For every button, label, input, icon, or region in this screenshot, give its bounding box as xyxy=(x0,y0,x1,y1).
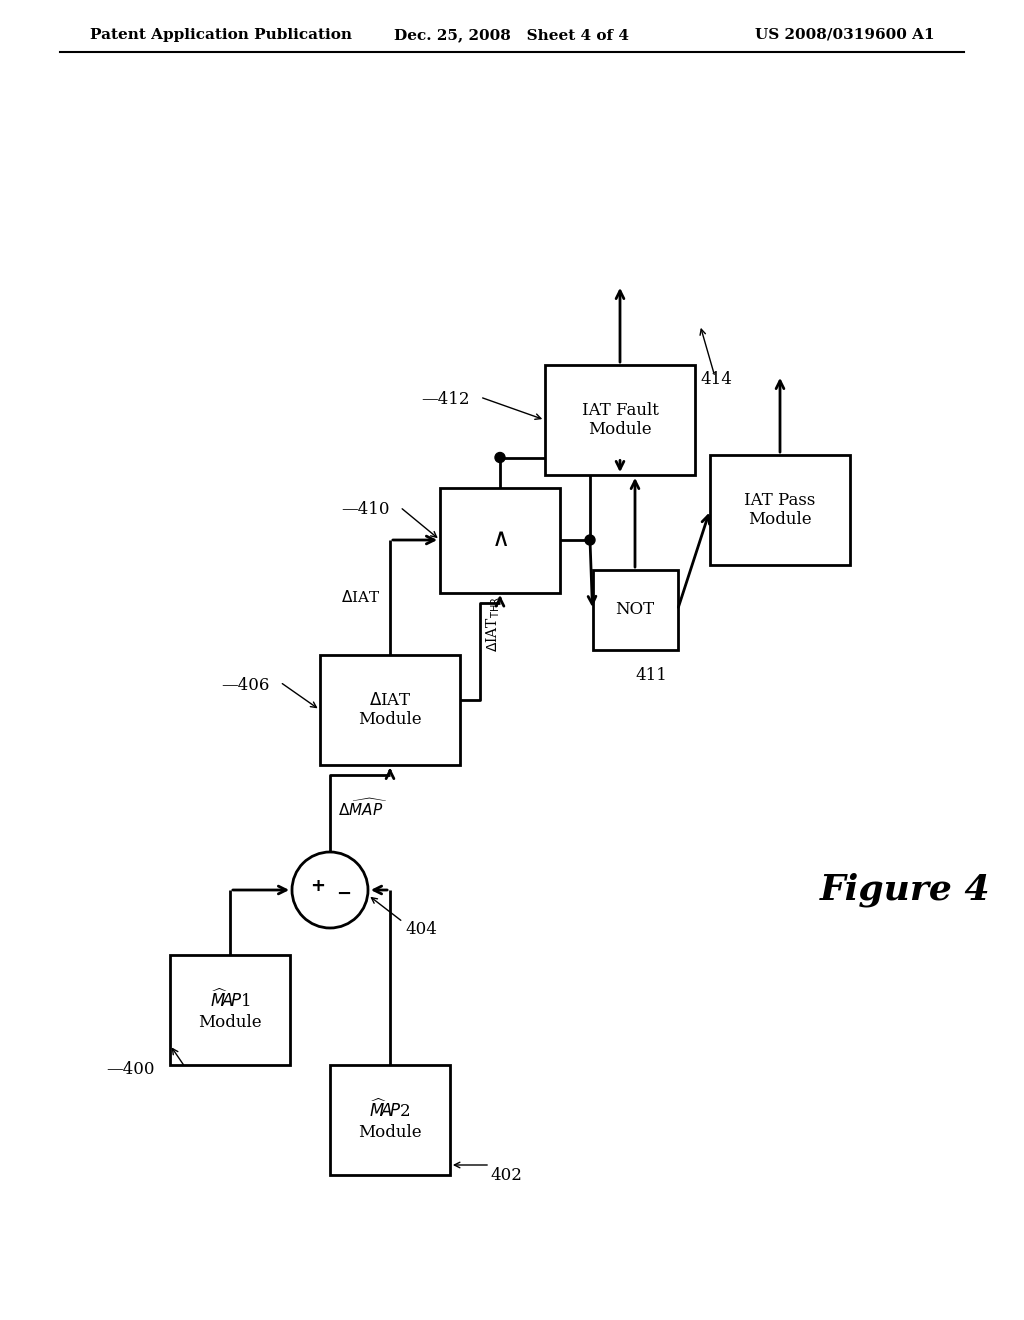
Text: IAT Fault
Module: IAT Fault Module xyxy=(582,401,658,438)
Text: +: + xyxy=(310,876,326,895)
Text: Patent Application Publication: Patent Application Publication xyxy=(90,28,352,42)
Text: Dec. 25, 2008   Sheet 4 of 4: Dec. 25, 2008 Sheet 4 of 4 xyxy=(394,28,630,42)
Text: NOT: NOT xyxy=(615,602,654,619)
Circle shape xyxy=(585,535,595,545)
Circle shape xyxy=(495,453,505,462)
Text: −: − xyxy=(337,884,351,903)
Text: $\Delta$IAT
Module: $\Delta$IAT Module xyxy=(358,692,422,729)
Text: $\wedge$: $\wedge$ xyxy=(492,528,509,552)
Text: 402: 402 xyxy=(490,1167,522,1184)
Text: IAT Pass
Module: IAT Pass Module xyxy=(744,492,816,528)
Text: $\it{\widehat{M}\!A\!P}$1
Module: $\it{\widehat{M}\!A\!P}$1 Module xyxy=(199,989,262,1031)
Text: —410: —410 xyxy=(341,502,390,519)
Text: —400: —400 xyxy=(106,1061,155,1078)
Text: —412: —412 xyxy=(422,392,470,408)
Text: US 2008/0319600 A1: US 2008/0319600 A1 xyxy=(756,28,935,42)
Text: $\Delta\widehat{MAP}$: $\Delta\widehat{MAP}$ xyxy=(338,797,387,820)
Text: $\it{\widehat{M}\!A\!P}$2
Module: $\it{\widehat{M}\!A\!P}$2 Module xyxy=(358,1100,422,1140)
Bar xyxy=(593,570,678,649)
Text: $\Delta$IAT: $\Delta$IAT xyxy=(341,590,380,606)
Text: $\Delta$IAT$_{\rm THR}$: $\Delta$IAT$_{\rm THR}$ xyxy=(485,595,503,652)
Bar xyxy=(170,954,290,1065)
Bar xyxy=(440,487,560,593)
Text: 404: 404 xyxy=(406,921,437,939)
Text: 414: 414 xyxy=(700,371,732,388)
Text: Figure 4: Figure 4 xyxy=(820,873,990,907)
Bar xyxy=(545,366,695,475)
Text: —406: —406 xyxy=(221,676,270,693)
Circle shape xyxy=(292,851,368,928)
Bar xyxy=(319,655,460,766)
Text: 411: 411 xyxy=(635,667,667,684)
Bar xyxy=(710,455,850,565)
Bar xyxy=(330,1065,450,1175)
